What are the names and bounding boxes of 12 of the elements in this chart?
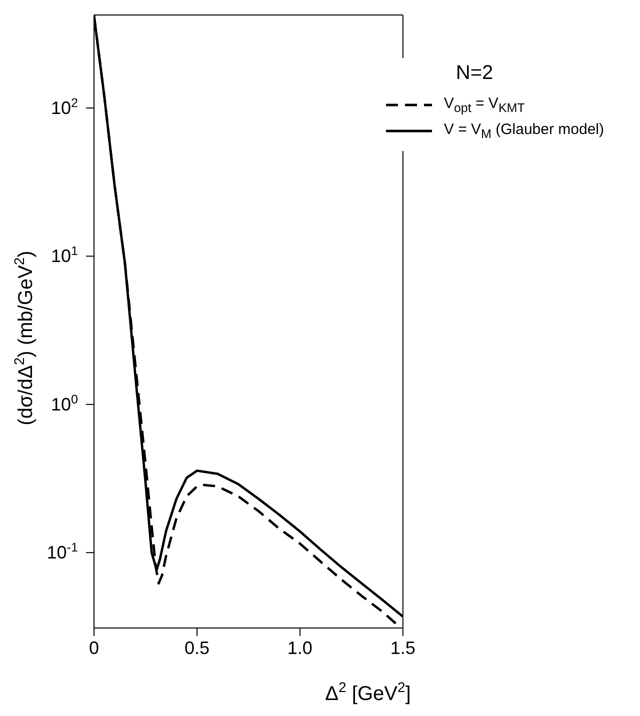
y-tick-label: 10$^{1}$ bbox=[50, 244, 78, 266]
y-tick-label: 10$^{2}$ bbox=[50, 96, 78, 118]
legend-label: V = V$_{M}$ (Glauber model) bbox=[444, 121, 604, 141]
x-axis-title: Δ$^{2}$ [GeV$^{2}$] bbox=[325, 679, 411, 705]
x-tick-label: 1.0 bbox=[287, 638, 312, 658]
x-tick-label: 0.5 bbox=[184, 638, 210, 658]
x-tick-label: 0 bbox=[88, 638, 100, 658]
legend-title: N=2 bbox=[456, 62, 494, 85]
legend-label: V$_{opt}$ = V$_{KMT}$ bbox=[444, 95, 525, 115]
y-tick-label: 10$^{0}$ bbox=[50, 392, 78, 414]
y-tick-label: 10$^{-1}$ bbox=[46, 540, 78, 563]
x-tick-label: 1.5 bbox=[390, 638, 416, 658]
